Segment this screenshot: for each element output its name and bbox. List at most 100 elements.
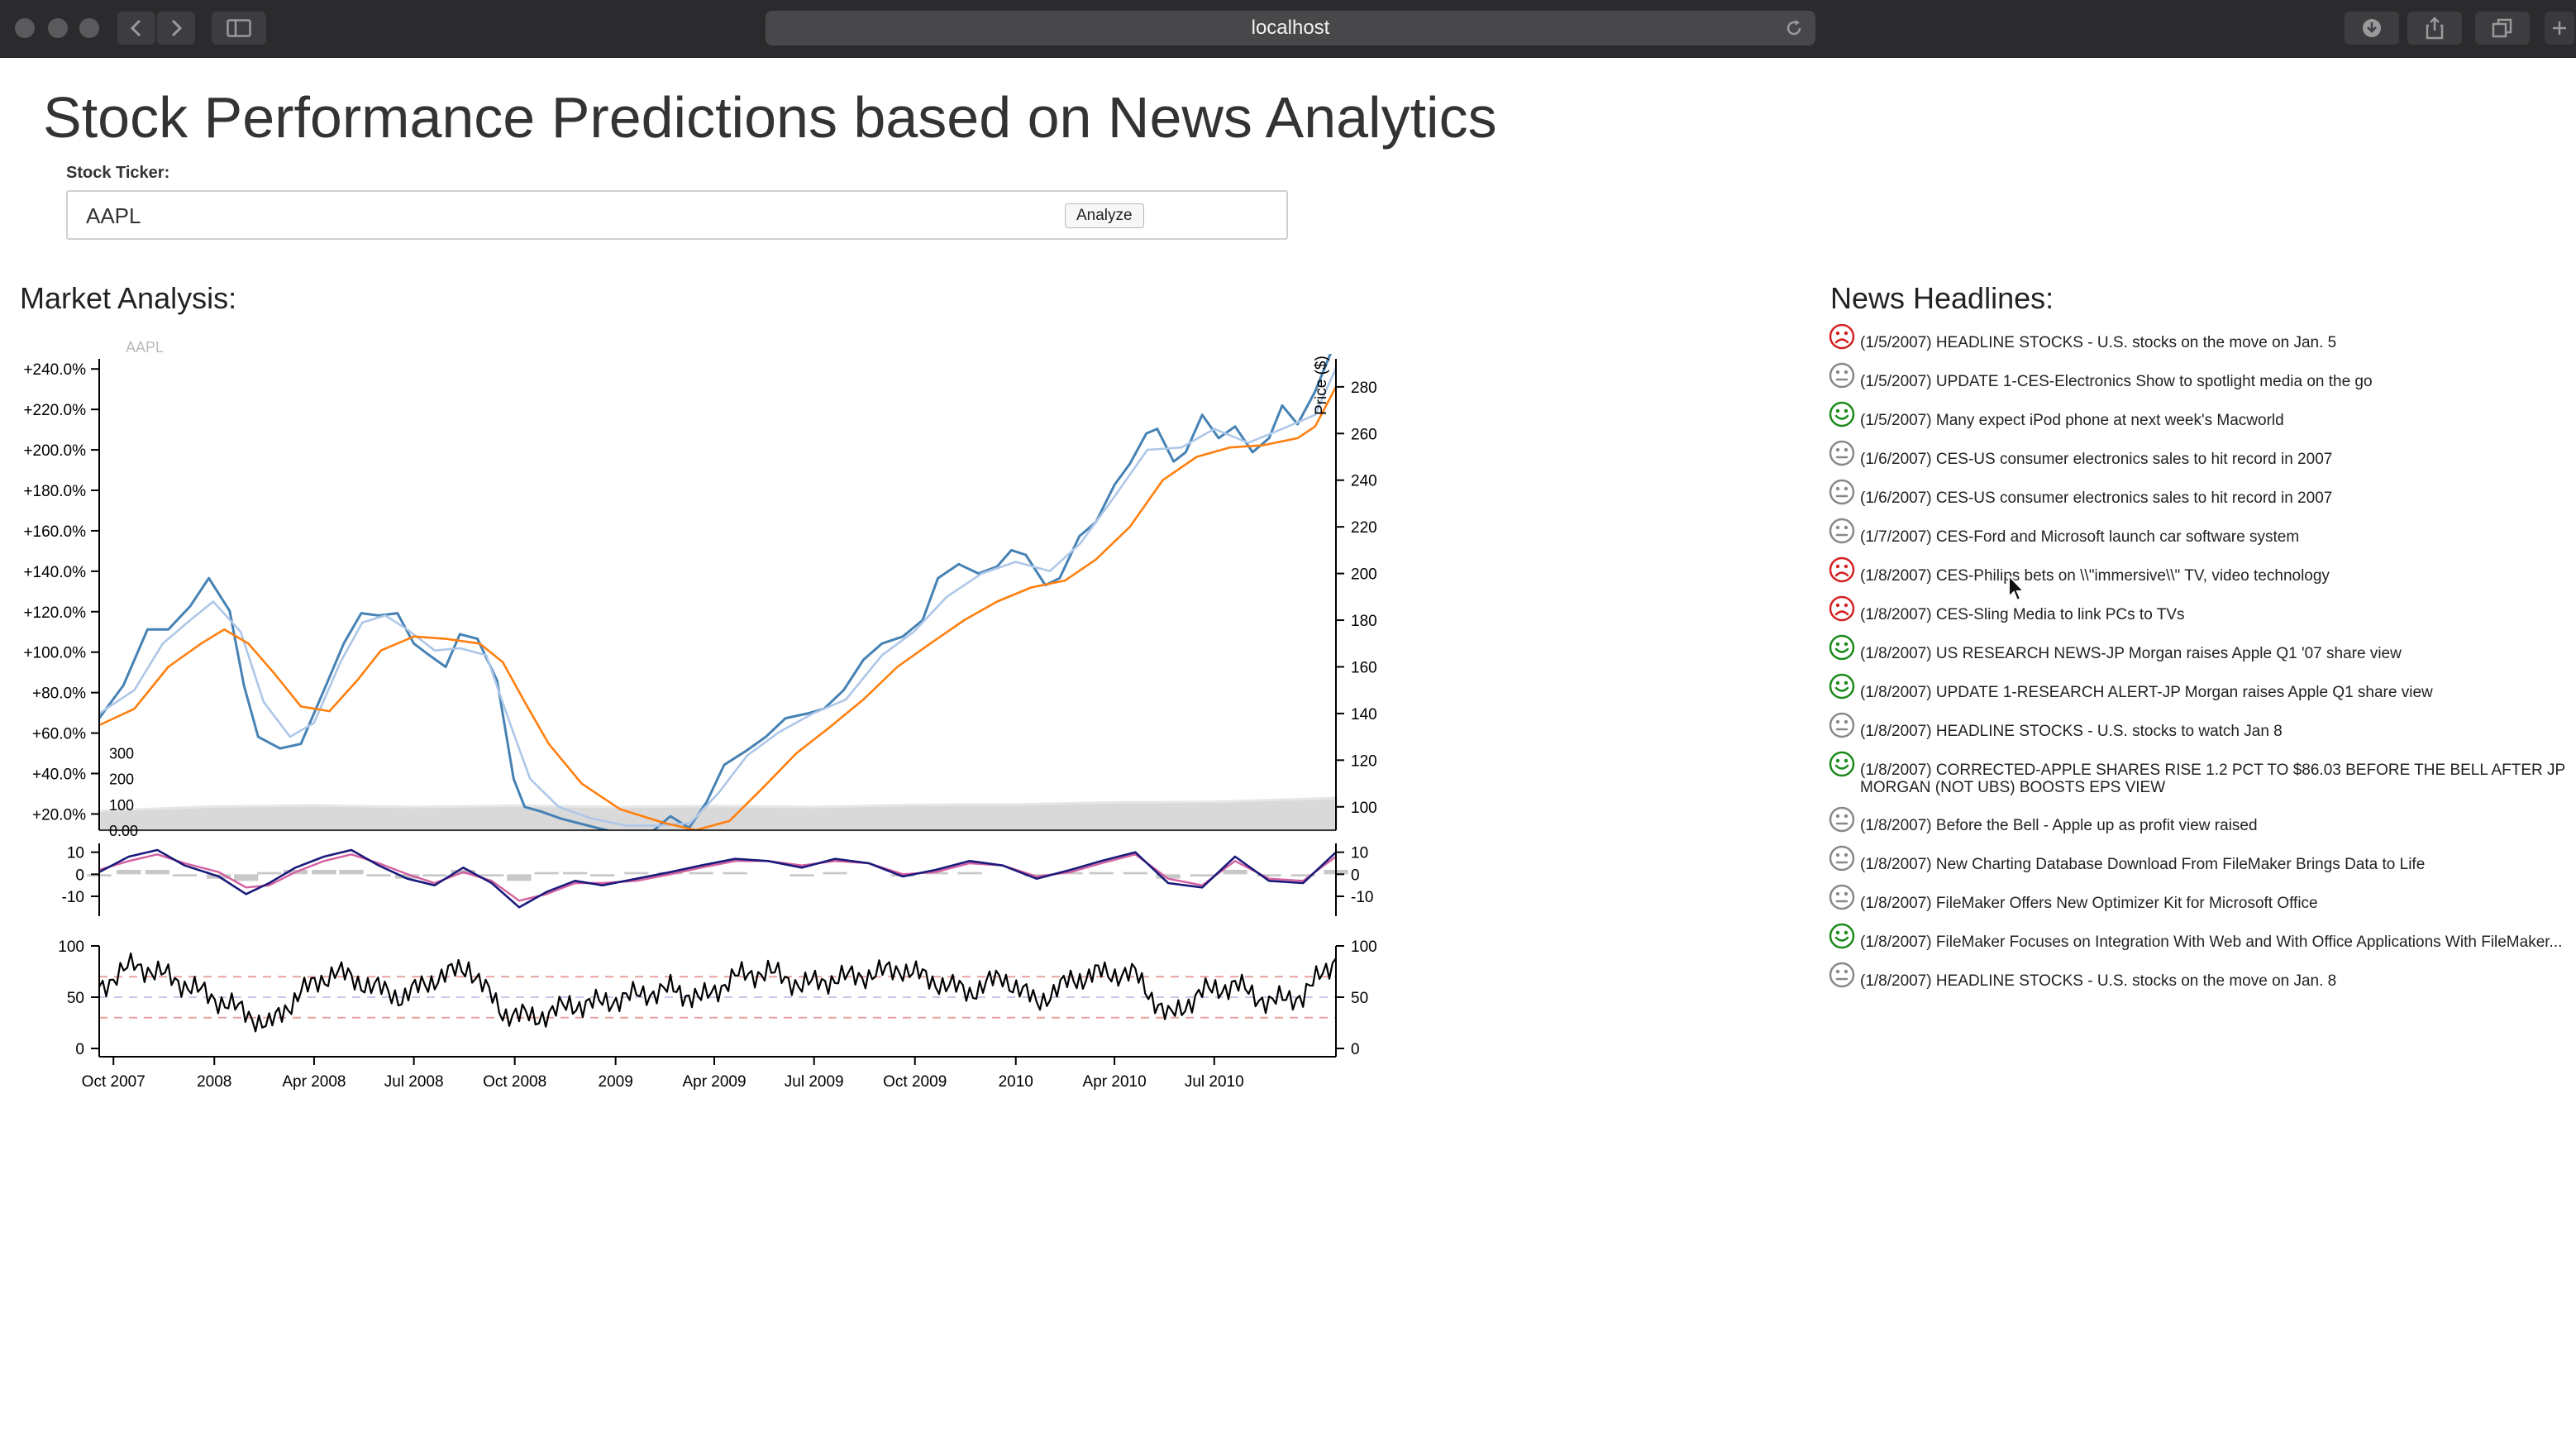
rsi-panel [98, 952, 1337, 1033]
pct-tick-label: +220.0% [23, 402, 86, 419]
news-headline-text: (1/8/2007) CES-Philips bets on \\"immers… [1860, 567, 2330, 585]
news-item[interactable]: (1/8/2007) US RESEARCH NEWS-JP Morgan ra… [1827, 634, 2576, 662]
price-tick-label: 200 [1351, 566, 1377, 584]
news-item[interactable]: (1/6/2007) CES-US consumer electronics s… [1827, 479, 2576, 507]
price-series-moving-average-short [99, 367, 1338, 827]
news-headline-text: (1/8/2007) HEADLINE STOCKS - U.S. stocks… [1860, 972, 2337, 990]
macd-histogram-bar [1190, 874, 1214, 876]
news-item[interactable]: (1/8/2007) HEADLINE STOCKS - U.S. stocks… [1827, 962, 2576, 990]
price-tick-label: 160 [1351, 659, 1377, 676]
x-tick-label: Jul 2009 [785, 1073, 844, 1091]
plus-icon [2553, 21, 2566, 35]
negative-sentiment-icon [1829, 595, 1855, 622]
x-tick-label: Jul 2008 [384, 1073, 444, 1091]
news-headline-text: (1/8/2007) CES-Sling Media to link PCs t… [1860, 606, 2185, 623]
x-tick-label: Oct 2008 [483, 1073, 546, 1091]
volume-tick-label: 0.00 [109, 823, 138, 839]
macd-histogram-bar [422, 874, 447, 876]
news-item[interactable]: (1/8/2007) FileMaker Focuses on Integrat… [1827, 923, 2576, 951]
macd-histogram-bar [624, 872, 649, 875]
pct-tick-label: +100.0% [23, 645, 86, 662]
new-tab-button[interactable] [2545, 12, 2574, 45]
ticker-form: Analyze [66, 190, 1288, 240]
pct-tick-label: +160.0% [23, 523, 86, 541]
neutral-sentiment-icon [1829, 518, 1855, 544]
news-item[interactable]: (1/5/2007) HEADLINE STOCKS - U.S. stocks… [1827, 324, 2576, 351]
news-item[interactable]: (1/8/2007) UPDATE 1-RESEARCH ALERT-JP Mo… [1827, 673, 2576, 701]
sidebar-icon [227, 19, 251, 37]
price-tick-label: 260 [1351, 426, 1377, 443]
news-item[interactable]: (1/8/2007) HEADLINE STOCKS - U.S. stocks… [1827, 712, 2576, 740]
news-item[interactable]: (1/8/2007) FileMaker Offers New Optimize… [1827, 884, 2576, 912]
download-icon [2363, 19, 2381, 37]
pct-tick-label: +80.0% [32, 685, 86, 703]
positive-sentiment-icon [1829, 923, 1855, 949]
news-item[interactable]: (1/8/2007) New Charting Database Downloa… [1827, 845, 2576, 873]
address-bar[interactable]: localhost [766, 11, 1815, 45]
rsi-tick-label: 0 [75, 1041, 84, 1058]
x-tick-label: 2008 [197, 1073, 231, 1091]
minimize-window-icon[interactable] [48, 18, 68, 38]
volume-tick-label: 100 [109, 797, 134, 814]
news-item[interactable]: (1/5/2007) UPDATE 1-CES-Electronics Show… [1827, 362, 2576, 390]
zoom-window-icon[interactable] [79, 18, 99, 38]
news-headline-text: (1/8/2007) HEADLINE STOCKS - U.S. stocks… [1860, 723, 2283, 740]
price-series-price [99, 354, 1332, 830]
rsi-tick-label: 100 [58, 938, 84, 956]
news-headline-text: (1/8/2007) CORRECTED-APPLE SHARES RISE 1… [1860, 762, 2565, 796]
x-tick-label: Apr 2009 [682, 1073, 746, 1091]
macd-histogram-bar [256, 872, 282, 875]
pct-tick-label: +60.0% [32, 726, 86, 743]
chevron-left-icon [130, 19, 141, 37]
macd-histogram-bar [312, 870, 336, 875]
sidebar-toggle-button[interactable] [212, 12, 266, 45]
macd-signal-line [98, 853, 1337, 902]
tabs-overview-button[interactable] [2475, 12, 2530, 45]
ticker-input[interactable] [86, 200, 1037, 232]
macd-tick-label: 10 [1351, 845, 1368, 862]
positive-sentiment-icon [1829, 751, 1855, 777]
volume-panel: 0.00 100 200 300 [98, 746, 1338, 839]
macd-histogram-bar [395, 874, 420, 879]
news-item[interactable]: (1/8/2007) CES-Sling Media to link PCs t… [1827, 595, 2576, 623]
macd-line [98, 848, 1337, 909]
forward-button[interactable] [157, 12, 195, 45]
neutral-sentiment-icon [1829, 440, 1855, 466]
news-item[interactable]: (1/8/2007) Before the Bell - Apple up as… [1827, 806, 2576, 834]
macd-histogram-bar [479, 874, 504, 876]
news-headline-text: (1/6/2007) CES-US consumer electronics s… [1860, 451, 2333, 468]
macd-histogram-bar [366, 874, 391, 876]
analyze-button[interactable]: Analyze [1065, 203, 1144, 228]
chart-axes: +20.0% +40.0% +60.0% +80.0% +100.0% +120.0% +1… [23, 359, 1377, 1091]
news-item[interactable]: (1/8/2007) CORRECTED-APPLE SHARES RISE 1… [1827, 751, 2576, 796]
macd-tick-label: 0 [1351, 867, 1360, 884]
neutral-sentiment-icon [1829, 962, 1855, 988]
reload-icon[interactable] [1784, 18, 1804, 38]
negative-sentiment-icon [1829, 324, 1855, 350]
news-headline-text: (1/5/2007) Many expect iPod phone at nex… [1860, 412, 2284, 429]
price-lines [99, 354, 1338, 830]
macd-histogram-bar [507, 874, 532, 881]
news-headline-text: (1/8/2007) US RESEARCH NEWS-JP Morgan ra… [1860, 645, 2402, 662]
news-headline-text: (1/6/2007) CES-US consumer electronics s… [1860, 489, 2333, 507]
news-item[interactable]: (1/6/2007) CES-US consumer electronics s… [1827, 440, 2576, 468]
positive-sentiment-icon [1829, 401, 1855, 427]
x-tick-label: Oct 2007 [82, 1073, 145, 1091]
news-headline-text: (1/5/2007) UPDATE 1-CES-Electronics Show… [1860, 373, 2373, 390]
back-button[interactable] [117, 12, 155, 45]
macd-histogram-bar [117, 870, 141, 875]
neutral-sentiment-icon [1829, 845, 1855, 872]
downloads-button[interactable] [2345, 12, 2399, 45]
news-item[interactable]: (1/8/2007) CES-Philips bets on \\"immers… [1827, 556, 2576, 585]
close-window-icon[interactable] [15, 18, 35, 38]
macd-histogram-bar [1257, 874, 1281, 876]
macd-histogram-bar [1123, 872, 1147, 875]
news-item[interactable]: (1/5/2007) Many expect iPod phone at nex… [1827, 401, 2576, 429]
news-item[interactable]: (1/7/2007) CES-Ford and Microsoft launch… [1827, 518, 2576, 546]
news-headline-text: (1/5/2007) HEADLINE STOCKS - U.S. stocks… [1860, 334, 2337, 351]
macd-histogram-bar [789, 874, 814, 876]
share-button[interactable] [2407, 12, 2462, 45]
news-headline-text: (1/7/2007) CES-Ford and Microsoft launch… [1860, 528, 2300, 546]
macd-tick-label: 10 [67, 845, 84, 862]
macd-histogram-bar [1223, 870, 1247, 875]
